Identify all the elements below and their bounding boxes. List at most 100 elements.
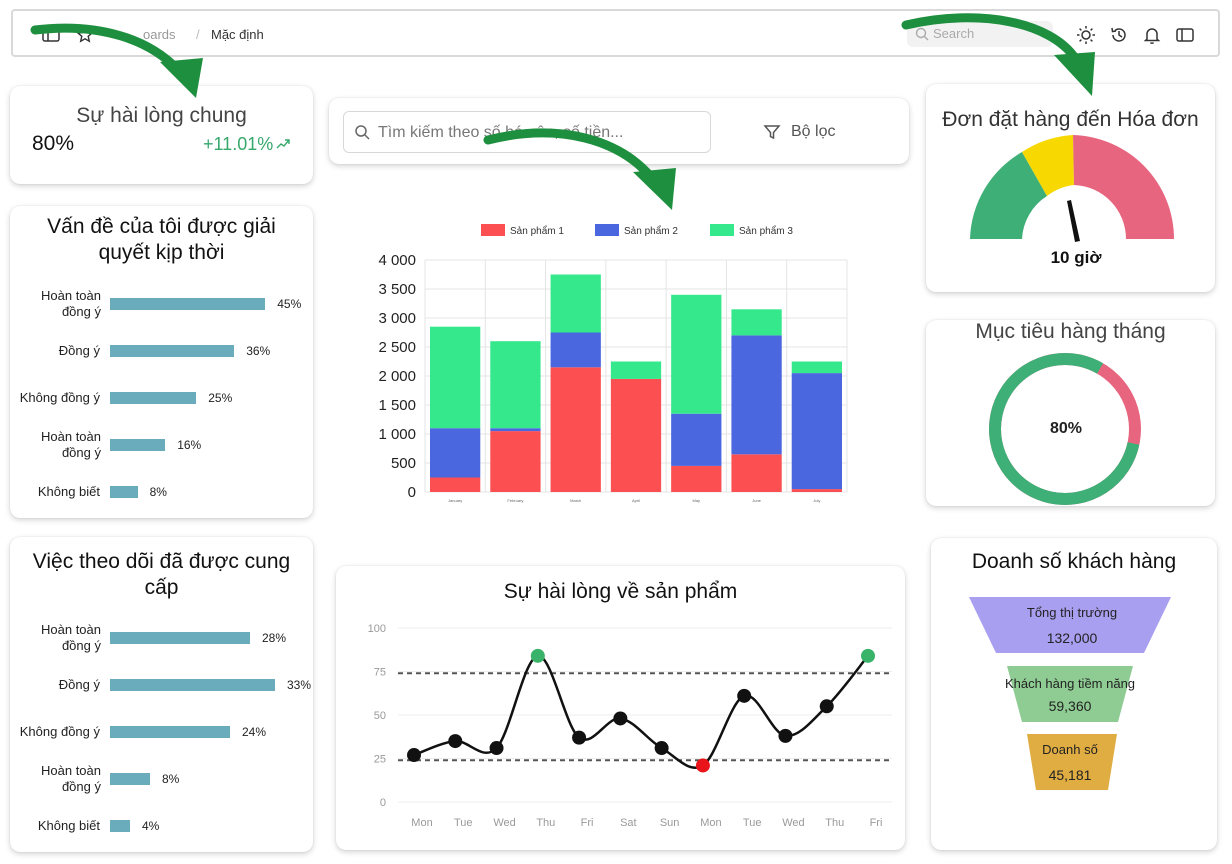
stacked-bar-chart: 0 500 1 000 1 500 2 000 2 500 3 000 3 500 4 000 J…	[350, 214, 860, 514]
survey-row-bar	[110, 298, 266, 310]
survey-row-percent: 45%	[277, 297, 302, 311]
survey-title: Vấn đề của tôi được giải quyết kịp thời	[47, 215, 276, 264]
legend-swatch	[710, 224, 734, 236]
x-tick-label: Thu	[825, 817, 844, 829]
survey-row-percent: 25%	[208, 391, 233, 405]
survey-row-label: Đồng ý	[58, 677, 100, 692]
bar-segment	[791, 373, 842, 490]
x-tick-label: Mon	[411, 817, 432, 829]
funnel-stage-2	[1007, 666, 1133, 722]
survey-row: Hoàn toàn đồng ý 8%	[10, 763, 313, 803]
search-placeholder: Search	[933, 26, 975, 41]
bar-segment	[791, 489, 842, 492]
survey-row-percent: 28%	[262, 631, 287, 645]
bar-segment	[490, 431, 541, 492]
x-tick-label: July	[813, 498, 820, 503]
sidebar-toggle-icon[interactable]	[41, 25, 61, 45]
filter-icon	[763, 125, 781, 140]
survey-row-bar	[110, 439, 166, 451]
sun-icon[interactable]	[1076, 25, 1096, 45]
survey-row-label: Không biết	[37, 818, 100, 833]
x-tick-label: April	[632, 498, 640, 503]
funnel-stage-value: 132,000	[1046, 630, 1098, 646]
gauge-segment-green	[970, 152, 1047, 239]
survey-row: Hoàn toàn đồng ý 28%	[10, 622, 313, 662]
line-chart-svg: 0 25 50 75 100 Mon Tue Wed Thu Fri Sat Sun Mon Tue Wed…	[368, 623, 892, 829]
star-icon[interactable]	[75, 25, 95, 45]
survey-row: Hoàn toàn đồng ý 16%	[10, 429, 313, 469]
bar-segment	[610, 378, 662, 492]
gauge-value: 10 giờ	[1050, 248, 1102, 267]
breadcrumb-separator: /	[196, 27, 200, 42]
breadcrumb-current[interactable]: Mặc định	[211, 27, 264, 42]
survey-row-percent: 4%	[142, 819, 160, 833]
donut-title: Mục tiêu hàng tháng	[975, 320, 1166, 343]
history-icon[interactable]	[1109, 25, 1129, 45]
x-tick-label: Mon	[700, 817, 721, 829]
legend-swatch	[595, 224, 619, 236]
x-tick-label: Sun	[660, 817, 680, 829]
survey-row-label: Đồng ý	[58, 343, 100, 358]
survey-row-bar	[110, 392, 197, 404]
donut-value: 80%	[1049, 420, 1083, 437]
funnel-stage-value: 45,181	[1048, 767, 1092, 783]
satisfaction-kpi-card: Sự hài lòng chung 80% +11.01%	[10, 86, 313, 184]
bar-segment	[430, 477, 481, 492]
donut-progress	[989, 353, 1141, 505]
funnel-stage-label: Khách hàng tiềm năng	[1004, 676, 1136, 691]
survey-row-label: Hoàn toàn đồng ý	[41, 622, 101, 653]
legend-label: Sản phẩm 1	[510, 225, 564, 237]
legend-swatch	[481, 224, 505, 236]
breadcrumb-dashboards[interactable]: oards	[143, 27, 176, 42]
survey-row: Không đồng ý 24%	[10, 716, 313, 756]
bar-chart-svg: 0 500 1 000 1 500 2 000 2 500 3 000 3 500 4 000 J…	[378, 224, 848, 503]
y-tick-label: 1 500	[378, 397, 416, 414]
gauge-segment-red	[1073, 135, 1174, 239]
y-tick-label: 500	[391, 455, 416, 472]
filter-button[interactable]: Bộ lọc	[763, 120, 863, 144]
x-tick-label: Tue	[743, 817, 762, 829]
x-tick-label: Sat	[620, 817, 637, 829]
survey-row-percent: 8%	[162, 772, 180, 786]
line-point	[613, 711, 628, 726]
funnel-stage-1	[969, 597, 1171, 653]
survey-row-percent: 16%	[177, 438, 202, 452]
search-placeholder: Tìm kiếm theo số há...ên, số tiền...	[378, 124, 624, 141]
survey-row-bar	[110, 486, 138, 498]
y-tick-label: 0	[380, 797, 386, 809]
survey-row-bar	[110, 820, 130, 832]
survey-row-bar	[110, 773, 150, 785]
y-tick-label: 100	[368, 623, 386, 635]
y-tick-label: 50	[374, 710, 386, 722]
bar-segment	[610, 361, 662, 379]
survey-card-resolved: Vấn đề của tôi được giải quyết kịp thời …	[10, 206, 313, 518]
kpi-delta: +11.01%	[203, 134, 274, 154]
survey-row-percent: 8%	[149, 485, 167, 499]
x-tick-label: Tue	[454, 817, 473, 829]
survey-row: Không đồng ý 25%	[10, 382, 313, 422]
bar-segment	[430, 428, 481, 478]
customer-sales-funnel-card: Doanh số khách hàng Tổng thị trường 132,…	[931, 538, 1217, 850]
funnel-stage-label: Tổng thị trường	[1026, 605, 1118, 620]
search-input[interactable]: Tìm kiếm theo số há...ên, số tiền...	[343, 111, 711, 153]
survey-row: Không biết 8%	[10, 476, 313, 516]
bell-icon[interactable]	[1142, 25, 1162, 45]
panel-toggle-icon[interactable]	[1175, 25, 1195, 45]
x-tick-label: Fri	[870, 817, 883, 829]
y-tick-label: 3 000	[378, 310, 416, 327]
search-input[interactable]: Search	[907, 21, 1053, 47]
gauge-title: Đơn đặt hàng đến Hóa đơn	[942, 108, 1199, 131]
line-point	[819, 699, 834, 714]
kpi-value: 80%	[32, 132, 75, 155]
funnel-title: Doanh số khách hàng	[971, 550, 1177, 573]
bar-segment	[550, 274, 601, 333]
survey-card-followup: Việc theo dõi đã được cung cấp Hoàn toàn…	[10, 537, 313, 852]
bar-segment	[671, 413, 722, 466]
survey-row-percent: 33%	[287, 678, 312, 692]
filter-label: Bộ lọc	[791, 123, 836, 140]
line-point	[489, 741, 504, 756]
y-tick-label: 2 500	[378, 339, 416, 356]
gauge-svg	[970, 135, 1174, 242]
x-tick-label: January	[448, 498, 462, 503]
survey-row-label: Hoàn toàn đồng ý	[41, 288, 101, 319]
